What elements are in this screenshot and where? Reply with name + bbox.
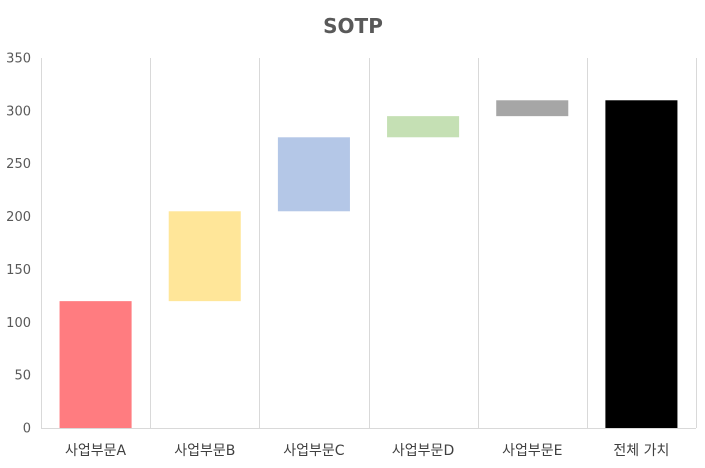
y-tick-label: 150 [6, 263, 31, 278]
x-category-label: 사업부문E [502, 443, 562, 459]
y-tick-label: 350 [6, 52, 31, 67]
bar-5 [496, 100, 569, 117]
x-category-label: 사업부문C [283, 443, 345, 459]
y-tick-label: 300 [6, 104, 31, 119]
x-category-label: 사업부문B [174, 443, 235, 459]
x-category-label: 사업부문A [65, 443, 127, 459]
bar-3 [277, 137, 350, 212]
bar-2 [168, 211, 241, 302]
gridlines [41, 58, 697, 428]
y-tick-label: 200 [6, 210, 31, 225]
labels: 0 50 100 150 200 250 300 350 사업부문A 사업부문B 사업부문C 사업부문… [6, 52, 669, 460]
x-category-label: 전체 가치 [613, 443, 669, 459]
bar-6 [605, 100, 678, 429]
y-tick-label: 100 [6, 316, 31, 331]
y-tick-label: 0 [23, 422, 31, 437]
x-category-label: 사업부문D [392, 443, 454, 459]
y-tick-label: 250 [6, 157, 31, 172]
y-tick-label: 50 [14, 369, 31, 384]
bars [59, 100, 678, 429]
bar-4 [387, 116, 460, 138]
bar-1 [59, 301, 132, 428]
chart-title: SOTP [323, 14, 383, 38]
